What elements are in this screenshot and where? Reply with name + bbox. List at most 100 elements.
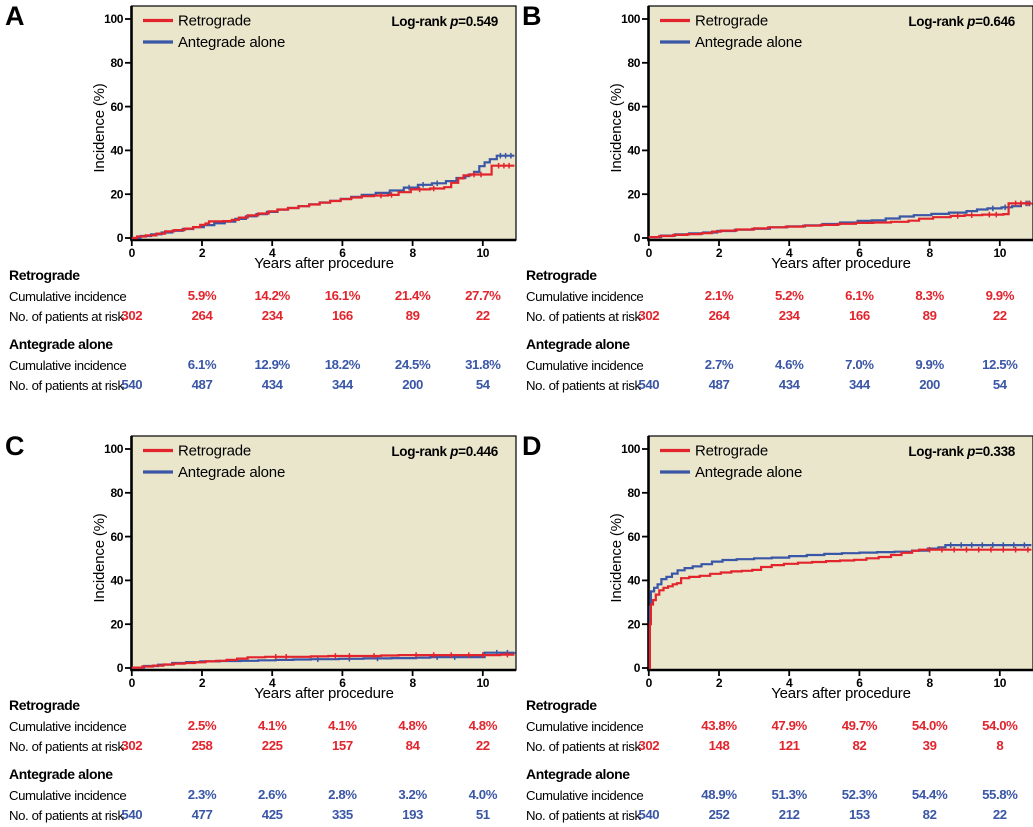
y-tick-label: 60 bbox=[110, 100, 123, 114]
antegrade-curve bbox=[648, 544, 1032, 670]
table-value: 193 bbox=[402, 806, 423, 822]
table-value: 43.8% bbox=[701, 717, 737, 733]
panel-letter: C bbox=[5, 431, 24, 461]
table-value: 48.9% bbox=[701, 786, 737, 802]
x-axis-title: Years after procedure bbox=[254, 685, 394, 702]
table-value: 344 bbox=[848, 376, 870, 392]
table-value: 39 bbox=[922, 737, 937, 753]
table-value: 6.1% bbox=[187, 356, 217, 372]
table-value: 14.2% bbox=[254, 287, 290, 303]
table-value: 252 bbox=[708, 806, 730, 822]
plot-area bbox=[130, 435, 517, 671]
table-value: 157 bbox=[331, 737, 353, 753]
legend-label-retrograde: Retrograde bbox=[178, 443, 251, 460]
table-value: 21.4% bbox=[394, 287, 431, 303]
table-value: 2.5% bbox=[187, 717, 217, 733]
x-tick-label: 8 bbox=[409, 246, 416, 260]
x-tick-label: 0 bbox=[129, 246, 136, 260]
x-axis-title: Years after procedure bbox=[771, 255, 911, 272]
row-label: Cumulative incidence bbox=[526, 357, 644, 373]
x-tick-label: 10 bbox=[994, 676, 1007, 690]
x-tick-label: 8 bbox=[926, 676, 933, 690]
table-value: 121 bbox=[778, 737, 800, 753]
row-label: No. of patients at risk bbox=[526, 738, 641, 754]
panel-letter: D bbox=[522, 431, 541, 461]
y-tick-label: 100 bbox=[621, 12, 641, 26]
table-value: 9.9% bbox=[915, 356, 944, 372]
table-value: 302 bbox=[638, 737, 660, 753]
row-label: Cumulative incidence bbox=[526, 288, 644, 304]
table-value: 302 bbox=[121, 737, 143, 753]
table-value: 487 bbox=[708, 376, 730, 392]
panel-a: A 0 20 40 60 80 100 0 2 4 6 8 10 Years after procedur… bbox=[0, 0, 517, 430]
table-value: 200 bbox=[919, 376, 940, 392]
x-tick-label: 4 bbox=[269, 676, 276, 690]
group-header: Antegrade alone bbox=[526, 336, 630, 352]
table-value: 54 bbox=[992, 376, 1007, 392]
table-value: 335 bbox=[331, 806, 353, 822]
table-value: 264 bbox=[708, 307, 730, 323]
panel-d: D 0 20 40 60 80 100 0 2 4 6 8 10 Years after procedur… bbox=[517, 430, 1033, 827]
y-axis-title: Incidence (%) bbox=[91, 83, 108, 172]
x-tick-label: 2 bbox=[716, 246, 723, 260]
chart-b: 0 20 40 60 80 100 0 2 4 6 8 10 Years after procedure… bbox=[608, 5, 1033, 272]
y-tick-label: 20 bbox=[110, 617, 123, 631]
x-tick-label: 4 bbox=[786, 246, 793, 260]
table-value: 166 bbox=[848, 307, 870, 323]
chart-d: 0 20 40 60 80 100 0 2 4 6 8 10 Years after procedure… bbox=[608, 435, 1033, 702]
cumulative-incidence-row: Cumulative incidence 2.7% 4.6% 7.0% 9.9% 12.5… bbox=[517, 357, 1033, 375]
y-tick-label: 100 bbox=[104, 442, 124, 456]
row-label: Cumulative incidence bbox=[9, 787, 127, 803]
logrank-annotation: Log-rank p=0.549 bbox=[391, 14, 498, 29]
row-label: No. of patients at risk bbox=[526, 308, 641, 324]
logrank-annotation: Log-rank p=0.446 bbox=[391, 444, 498, 459]
table-value: 54.0% bbox=[911, 717, 948, 733]
retrograde-curve bbox=[648, 548, 1032, 670]
y-tick-label: 60 bbox=[627, 100, 640, 114]
table-value: 434 bbox=[261, 376, 283, 392]
cumulative-incidence-row: Cumulative incidence 48.9% 51.3% 52.3% 54.4%… bbox=[517, 787, 1033, 805]
table-value: 51.3% bbox=[771, 786, 807, 802]
table-value: 540 bbox=[638, 806, 660, 822]
table-value: 2.1% bbox=[704, 287, 734, 303]
x-tick-label: 6 bbox=[339, 676, 346, 690]
table-value: 200 bbox=[402, 376, 423, 392]
table-value: 302 bbox=[121, 307, 143, 323]
group-header: Retrograde bbox=[9, 267, 80, 283]
group-header: Retrograde bbox=[9, 697, 80, 713]
y-tick-label: 0 bbox=[634, 661, 641, 675]
group-header: Retrograde bbox=[526, 697, 597, 713]
table-value: 7.0% bbox=[845, 356, 874, 372]
x-tick-label: 0 bbox=[129, 676, 136, 690]
patients-at-risk-row: No. of patients at risk 540 487 434 344 200 54 bbox=[0, 377, 516, 395]
x-tick-label: 6 bbox=[856, 246, 863, 260]
y-tick-label: 40 bbox=[627, 144, 640, 158]
panel-letter: B bbox=[522, 1, 541, 31]
x-tick-label: 2 bbox=[716, 676, 723, 690]
row-label: No. of patients at risk bbox=[9, 807, 124, 823]
cumulative-incidence-row: Cumulative incidence 43.8% 47.9% 49.7% 54.0%… bbox=[517, 718, 1033, 736]
row-label: No. of patients at risk bbox=[9, 377, 124, 393]
table-value: 2.3% bbox=[187, 786, 217, 802]
table-value: 212 bbox=[778, 806, 800, 822]
table-value: 24.5% bbox=[394, 356, 431, 372]
patients-at-risk-row: No. of patients at risk 540 252 212 153 82 22 bbox=[517, 807, 1033, 825]
table-value: 434 bbox=[778, 376, 800, 392]
table-value: 9.9% bbox=[985, 287, 1015, 303]
table-value: 2.8% bbox=[328, 786, 357, 802]
x-tick-label: 10 bbox=[477, 676, 490, 690]
table-value: 4.6% bbox=[774, 356, 804, 372]
group-header: Antegrade alone bbox=[9, 336, 113, 352]
logrank-annotation: Log-rank p=0.646 bbox=[908, 14, 1015, 29]
y-tick-label: 80 bbox=[110, 56, 123, 70]
panel-c: C 0 20 40 60 80 100 0 2 4 6 8 10 Years after procedur… bbox=[0, 430, 517, 827]
y-tick-label: 20 bbox=[110, 187, 123, 201]
y-axis-title: Incidence (%) bbox=[608, 83, 625, 172]
table-value: 22 bbox=[992, 307, 1007, 323]
cumulative-incidence-row: Cumulative incidence 2.5% 4.1% 4.1% 4.8% 4.8% bbox=[0, 718, 516, 736]
panel-letter: A bbox=[5, 1, 24, 31]
table-value: 54 bbox=[475, 376, 490, 392]
y-tick-label: 60 bbox=[627, 530, 640, 544]
table-value: 82 bbox=[922, 806, 937, 822]
